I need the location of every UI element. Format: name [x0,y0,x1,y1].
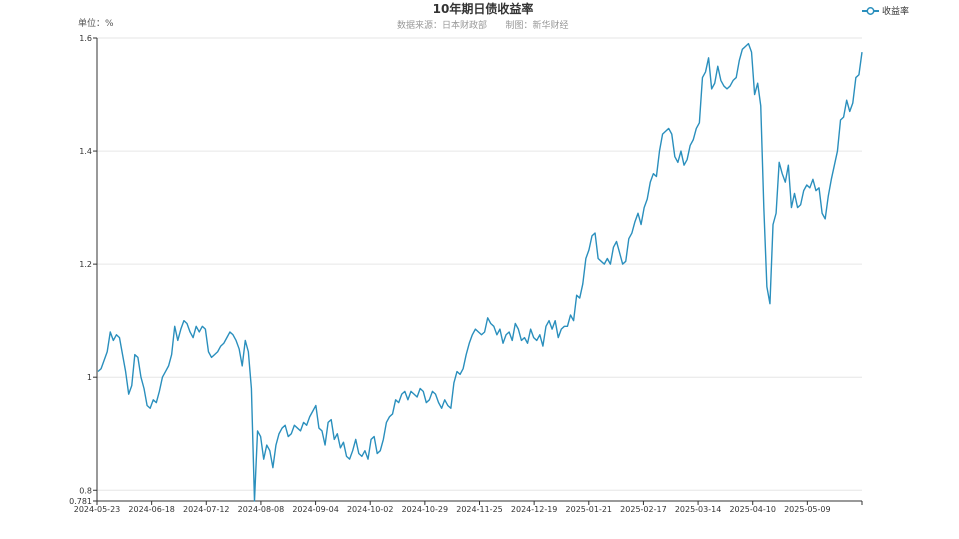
series-line-yield [97,42,863,502]
series-group [97,42,863,502]
x-tick-label: 2024-10-02 [347,505,394,514]
x-tick-label: 2025-03-14 [675,505,722,514]
x-tick-label: 2025-04-10 [729,505,776,514]
x-tick-label: 2024-12-19 [511,505,558,514]
axes [96,38,862,502]
x-tick-label: 2024-10-29 [402,505,449,514]
y-tick-label: 0.8 [79,486,92,495]
x-tick-label: 2024-09-04 [292,505,339,514]
x-tick-label: 2024-05-23 [74,505,121,514]
legend-label: 收益率 [882,5,909,17]
data-source-label: 数据来源：日本财政部 [397,19,487,31]
legend-marker-icon [866,7,875,15]
y-tick-label: 0.781 [69,497,92,506]
x-axis-ticks: 2024-05-23 2024-06-18 2024-07-12 2024-08-08… [74,501,863,514]
y-tick-label: 1.2 [79,260,92,269]
y-tick-label: 1.6 [79,34,92,43]
x-tick-label: 2025-05-09 [784,505,831,514]
x-tick-label: 2024-08-08 [238,505,285,514]
x-tick-label: 2024-07-12 [183,505,230,514]
x-tick-label: 2024-11-25 [456,505,503,514]
y-tick-label: 1 [87,373,92,382]
producer-label: 制图：新华财经 [505,19,568,31]
y-axis-ticks: 0.781 0.8 1 1.2 1.4 1.6 [69,34,97,506]
x-tick-label: 2024-06-18 [128,505,175,514]
chart-title: 10年期日债收益率 [433,1,534,16]
unit-label: 单位：% [78,17,114,29]
x-tick-label: 2025-02-17 [620,505,667,514]
x-tick-label: 2025-01-21 [566,505,613,514]
y-tick-label: 1.4 [79,147,92,156]
gridlines [97,37,862,491]
legend[interactable]: 收益率 [862,5,909,17]
